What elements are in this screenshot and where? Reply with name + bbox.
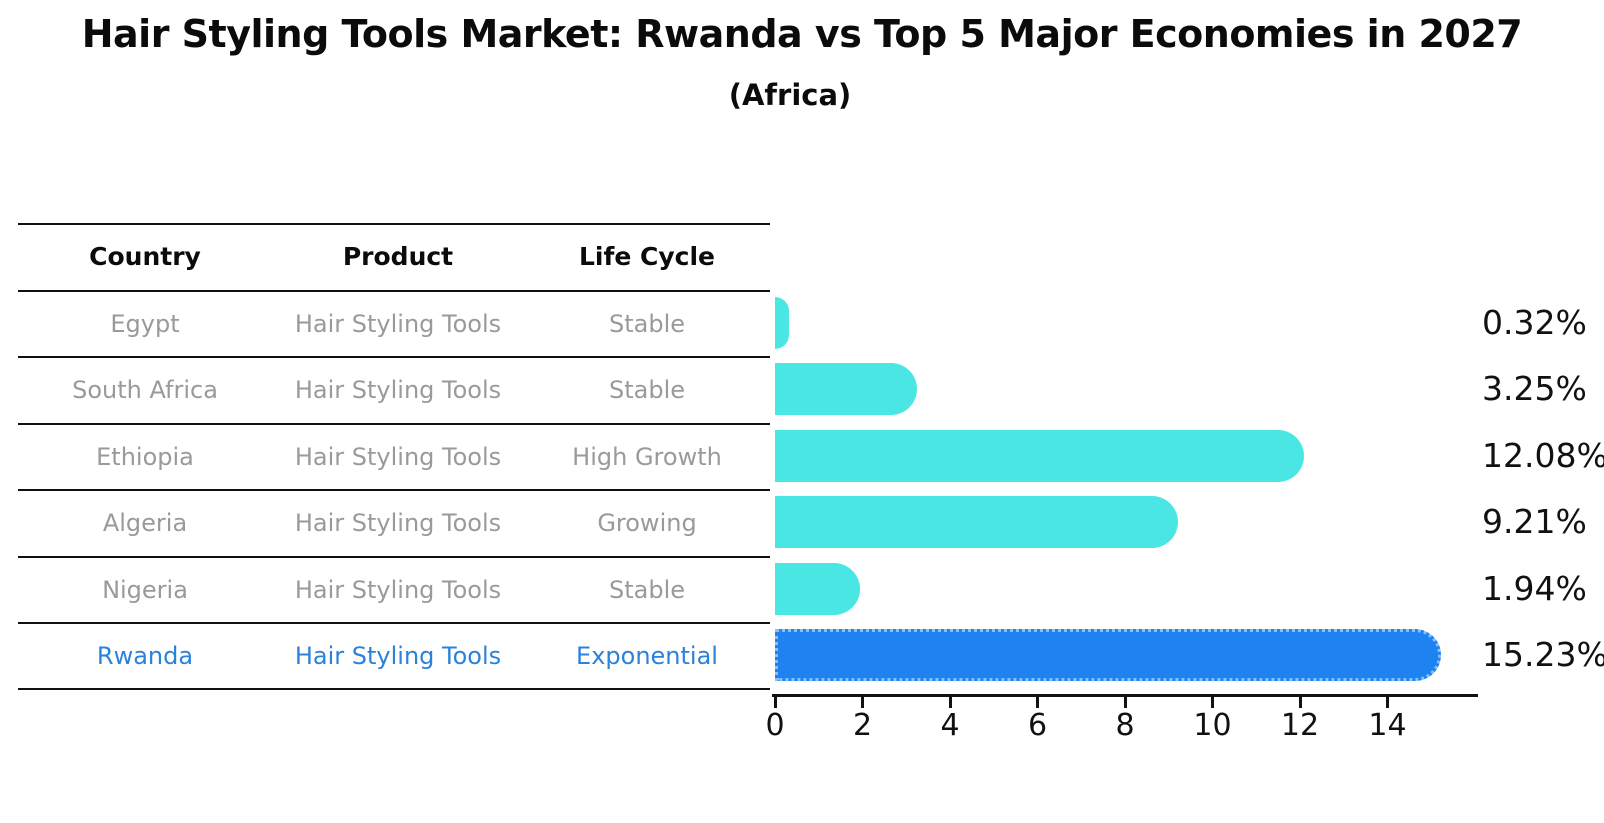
x-axis-tick xyxy=(861,697,864,708)
x-axis-tick-label: 12 xyxy=(1280,708,1320,743)
chart-subtitle: (Africa) xyxy=(728,78,852,112)
table-cell-country: Ethiopia xyxy=(96,442,194,471)
bar-rwanda xyxy=(775,629,1442,682)
table-row: Egypt Hair Styling Tools Stable xyxy=(18,289,770,357)
bar-nigeria xyxy=(775,562,860,615)
table-cell-lifecycle: Stable xyxy=(608,309,686,338)
table-cell-product: Hair Styling Tools xyxy=(294,509,502,537)
x-axis-tick xyxy=(1123,697,1127,708)
x-axis-tick-label: 14 xyxy=(1368,708,1407,743)
x-axis-tick-label: 4 xyxy=(940,708,960,743)
table-cell-product: Hair Styling Tools xyxy=(294,575,502,604)
bar-egypt xyxy=(775,296,789,349)
column-header-country: Country xyxy=(89,242,201,271)
x-axis-tick xyxy=(1211,697,1214,708)
table-row: South Africa Hair Styling Tools Stable xyxy=(18,356,770,423)
table-cell-country: Algeria xyxy=(102,509,188,537)
bar-value-label: 1.94% xyxy=(1482,568,1587,608)
x-axis-tick xyxy=(773,697,777,708)
table-row: Ethiopia Hair Styling Tools High Growth xyxy=(18,422,770,490)
bar-value-label: 0.32% xyxy=(1482,302,1587,342)
bar-algeria xyxy=(775,496,1178,549)
table-cell-country: Egypt xyxy=(110,309,180,338)
column-header-product: Product xyxy=(342,242,454,271)
table-cell-lifecycle: High Growth xyxy=(572,442,722,471)
table-cell-lifecycle: Stable xyxy=(608,575,686,604)
bar-ethiopia xyxy=(775,429,1304,482)
x-axis-tick xyxy=(1386,697,1389,708)
bar-south-africa xyxy=(775,363,918,416)
bar-value-label: 15.23% xyxy=(1482,635,1604,675)
bar-value-label: 3.25% xyxy=(1482,369,1587,409)
table-cell-product: Hair Styling Tools xyxy=(294,642,502,670)
table-cell-lifecycle: Growing xyxy=(597,509,697,537)
x-axis-line xyxy=(772,694,1478,697)
chart-title: Hair Styling Tools Market: Rwanda vs Top… xyxy=(81,12,1523,56)
bar-value-label: 12.08% xyxy=(1482,435,1604,475)
table-cell-country: Rwanda xyxy=(96,642,194,670)
table-cell-lifecycle: Stable xyxy=(608,376,686,404)
x-axis-tick-label: 2 xyxy=(852,708,873,743)
table-cell-product: Hair Styling Tools xyxy=(294,309,502,338)
table-cell-product: Hair Styling Tools xyxy=(294,376,502,404)
table-cell-product: Hair Styling Tools xyxy=(294,442,502,471)
table-cell-country: South Africa xyxy=(72,376,218,404)
x-axis-tick xyxy=(948,697,952,708)
x-axis-tick xyxy=(1036,697,1039,708)
x-axis-tick-label: 6 xyxy=(1027,708,1048,743)
x-axis-tick-label: 10 xyxy=(1193,708,1232,743)
table-header-row: Country Product Life Cycle xyxy=(18,223,770,290)
table-row: Nigeria Hair Styling Tools Stable xyxy=(18,555,770,623)
x-axis-tick-label: 8 xyxy=(1115,708,1135,743)
x-axis-tick-label: 0 xyxy=(765,708,785,743)
column-header-lifecycle: Life Cycle xyxy=(578,242,716,271)
data-table: Country Product Life Cycle Egypt Hair Sty… xyxy=(18,223,770,690)
x-axis-tick xyxy=(1298,697,1302,708)
table-row: Rwanda Hair Styling Tools Exponential xyxy=(18,622,770,689)
table-cell-country: Nigeria xyxy=(102,575,188,604)
bar-value-label: 9.21% xyxy=(1482,502,1587,542)
table-cell-lifecycle: Exponential xyxy=(576,642,718,670)
table-row: Algeria Hair Styling Tools Growing xyxy=(18,489,770,556)
